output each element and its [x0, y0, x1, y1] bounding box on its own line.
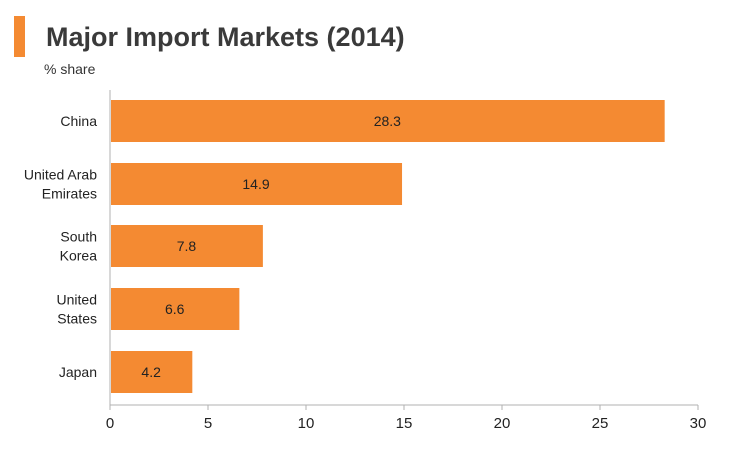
- bar-value-label: 4.2: [141, 364, 161, 380]
- bar: [111, 351, 193, 393]
- x-tick-label: 30: [690, 415, 707, 432]
- category-label: United States: [57, 292, 97, 327]
- x-tick-label: 15: [396, 415, 413, 432]
- x-tick-label: 10: [298, 415, 315, 432]
- bar-value-label: 28.3: [374, 113, 401, 129]
- bar-value-label: 14.9: [242, 176, 269, 192]
- chart-title: Major Import Markets (2014): [46, 22, 405, 52]
- category-label: South Korea: [60, 229, 98, 264]
- bar: [111, 288, 240, 330]
- category-label: United Arab Emirates: [24, 167, 97, 202]
- title-accent-bar: [14, 16, 25, 57]
- category-label: Japan: [59, 364, 97, 380]
- bar: [111, 163, 403, 205]
- bar-value-label: 6.6: [165, 301, 185, 317]
- x-tick-label: 5: [204, 415, 212, 432]
- bar: [111, 100, 665, 142]
- x-tick-label: 0: [106, 415, 114, 432]
- bar: [111, 225, 263, 267]
- bar-value-label: 7.8: [177, 238, 197, 254]
- category-label: China: [60, 113, 97, 129]
- x-tick-label: 20: [494, 415, 511, 432]
- chart-subtitle: % share: [44, 61, 96, 77]
- x-tick-label: 25: [592, 415, 609, 432]
